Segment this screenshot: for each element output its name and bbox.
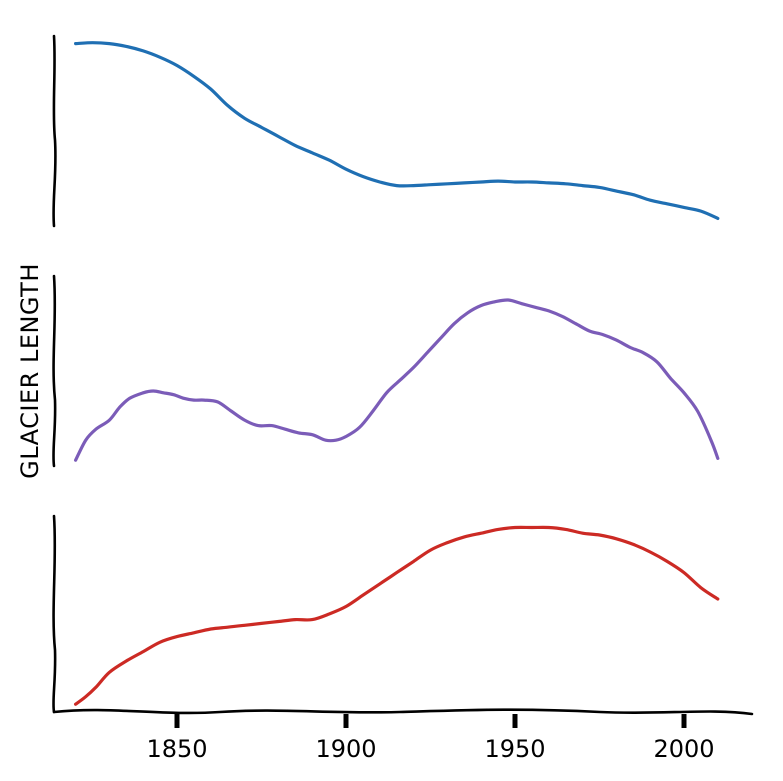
axes	[52, 34, 754, 716]
series-line-panel-2	[74, 298, 720, 462]
x-ticks: 1850 1900 1950 2000	[146, 714, 715, 763]
x-tick-label-1900: 1900	[315, 735, 376, 763]
x-tick-label-2000: 2000	[653, 735, 714, 763]
y-axis-panel-1	[52, 34, 57, 228]
series-group	[74, 41, 720, 706]
y-axis-panel-3	[52, 514, 57, 714]
x-tick-label-1850: 1850	[146, 735, 207, 763]
x-axis	[52, 708, 754, 716]
series-line-panel-1	[74, 41, 720, 220]
y-axis-panel-2	[52, 274, 57, 468]
x-tick-label-1950: 1950	[484, 735, 545, 763]
series-line-panel-3	[74, 525, 720, 706]
y-axis-label: GLACIER LENGTH	[16, 263, 44, 479]
